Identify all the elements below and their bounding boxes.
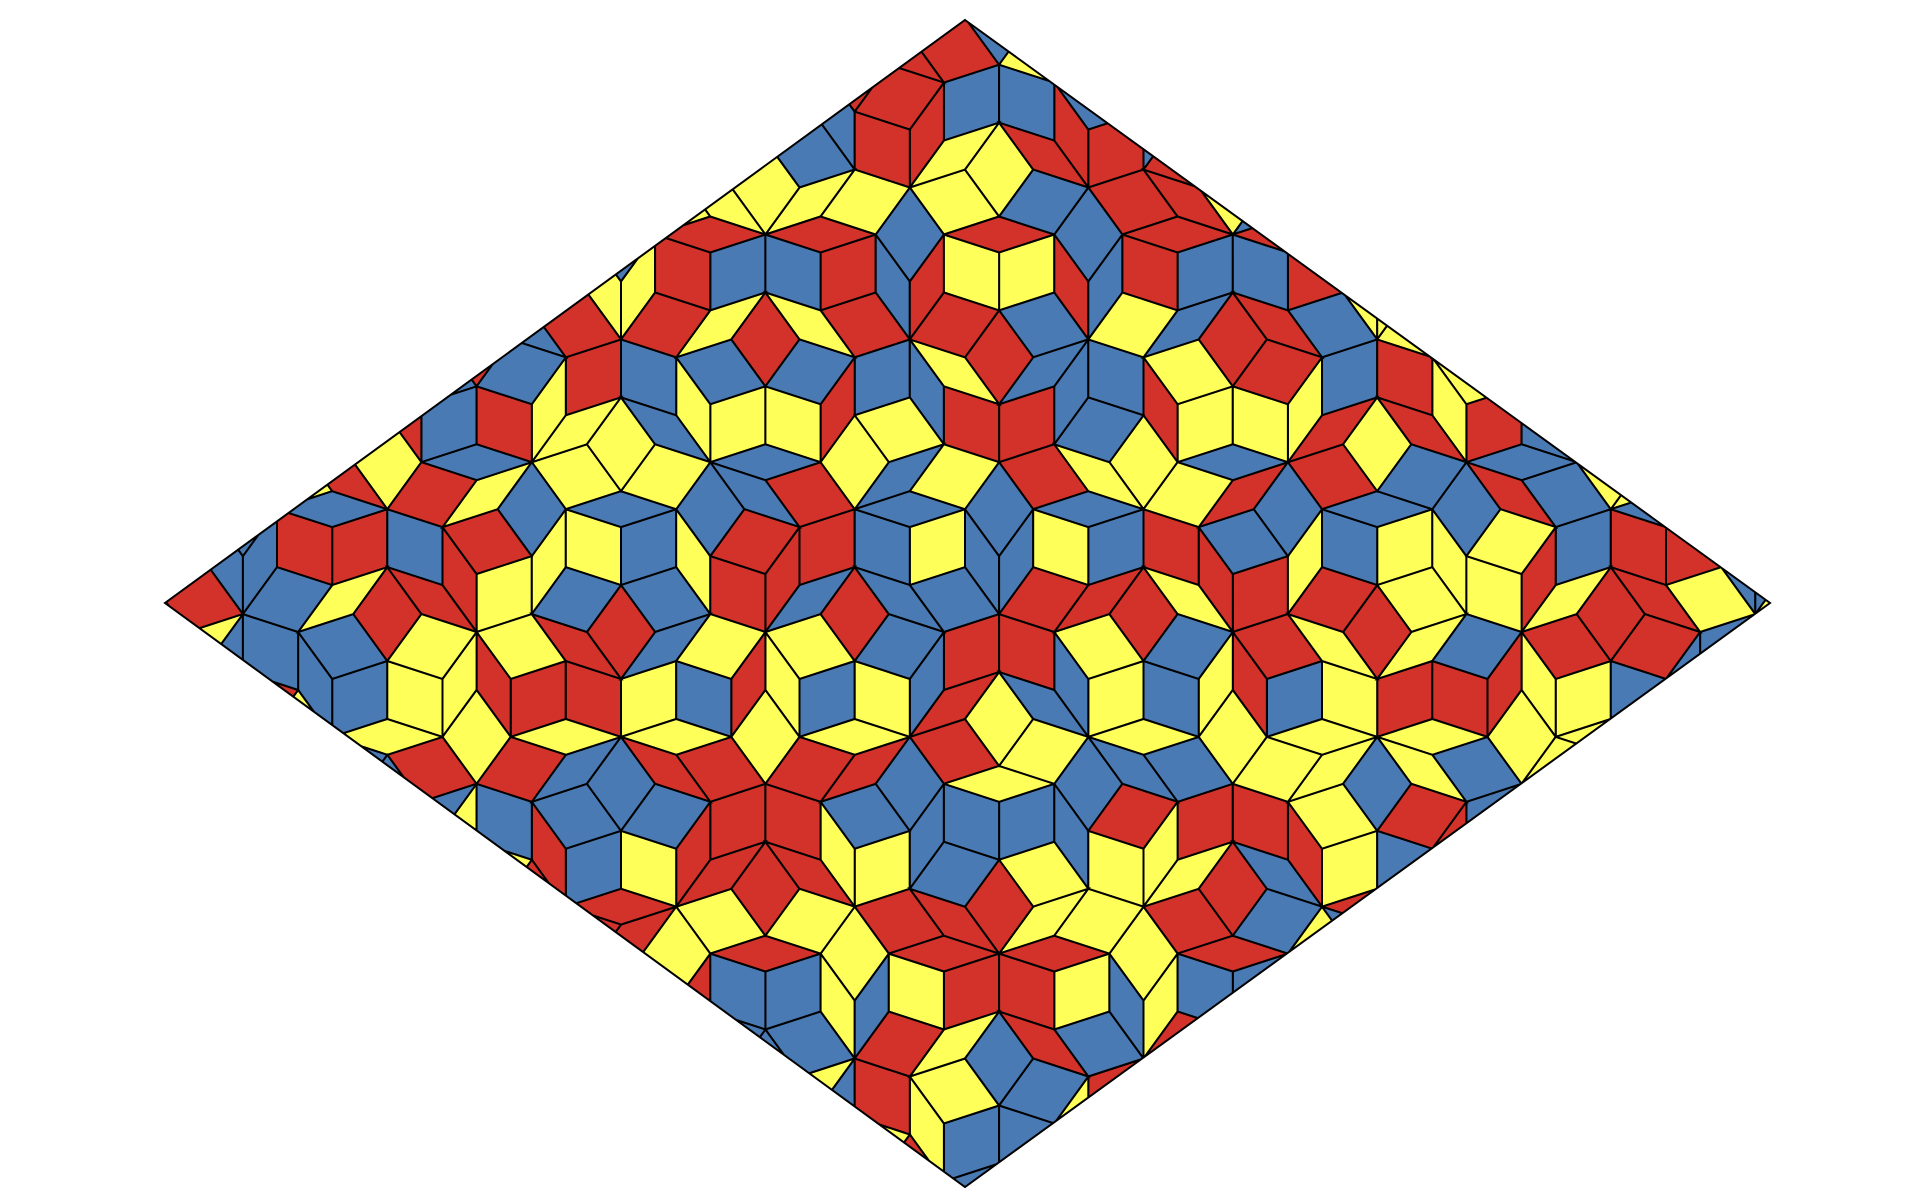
- rhombus-tile: [1140, 1056, 1236, 1126]
- rhombus-tile: [619, 782, 712, 850]
- rhombus-tile: [1052, 887, 1146, 955]
- rhombus-tile: [997, 717, 1090, 785]
- rhombus-tile: [1754, 611, 1770, 723]
- rhombus-tile: [1464, 508, 1558, 576]
- rhombus-tile: [165, 507, 210, 587]
- rhombus-tile: [908, 443, 1001, 511]
- rhombus-tile: [241, 566, 334, 634]
- rhombus-tile: [708, 508, 802, 576]
- rhombus-tile: [763, 887, 857, 955]
- rhombus-tile: [1430, 612, 1524, 681]
- rhombus-tile: [997, 168, 1090, 236]
- rhombus-tile: [997, 1057, 1090, 1125]
- rhombus-tile: [1754, 506, 1770, 618]
- rhombus-tile: [1286, 566, 1379, 634]
- rhombus-tile: [619, 291, 712, 359]
- rhombus-tiles: [64, 0, 1770, 1187]
- rhombus-tile: [1231, 735, 1324, 803]
- rhombus-tile: [908, 840, 1001, 908]
- rhombus-tile: [1753, 566, 1770, 634]
- rhombus-tile: [1231, 887, 1324, 955]
- rhombus-tile: [763, 735, 857, 803]
- rhombus-tile: [1086, 291, 1180, 359]
- rhombus-tile: [997, 566, 1090, 634]
- rhombus-tile: [910, 0, 965, 18]
- rhombus-tile: [1752, 612, 1770, 681]
- rhombus-tile: [1376, 231, 1413, 343]
- rhombus-tile: [1575, 354, 1612, 466]
- rhombus-tile: [474, 735, 568, 803]
- rhombus-tile: [764, 63, 822, 142]
- rhombus-tile: [853, 612, 946, 681]
- rhombus-tile: [1375, 782, 1469, 850]
- rhombus-tile: [385, 612, 479, 681]
- rhombus-tile: [1231, 338, 1324, 406]
- rhombus-tile: [818, 168, 912, 236]
- rhombus-tile: [64, 567, 153, 632]
- rhombus-tile: [1375, 443, 1469, 511]
- rhombus-tile: [619, 443, 712, 511]
- rhombus-tile: [853, 1010, 946, 1078]
- rhombus-tile: [1518, 781, 1614, 851]
- rhombus-tile: [851, 20, 969, 37]
- outer-rhombus-outline: [163, 18, 1772, 1189]
- rhombus-tile: [1051, 20, 1147, 85]
- rhombus-tile: [530, 566, 623, 634]
- rhombus-tile: [1429, 290, 1525, 360]
- rhombus-tile: [1286, 950, 1323, 1062]
- rhombus-tile: [1052, 396, 1146, 464]
- rhombus-tile: [908, 1180, 1001, 1187]
- rhombus-tile: [1141, 461, 1235, 529]
- rhombus-tile: [1086, 782, 1180, 850]
- rhombus-tile: [964, 20, 1001, 21]
- rhombus-tile: [385, 461, 479, 529]
- rhombus-tile: [1319, 904, 1414, 974]
- rhombus-tile: [496, 460, 568, 558]
- rhombus-tile: [763, 338, 857, 406]
- rhombus-tile: [1142, 1055, 1179, 1167]
- rhombus-tile: [819, 413, 891, 511]
- rhombus-tile: [908, 291, 1001, 359]
- rhombus-tile: [530, 233, 588, 312]
- rhombus-tile: [874, 735, 946, 833]
- rhombus-tile: [1609, 612, 1702, 681]
- rhombus-tile: [1141, 612, 1235, 681]
- rhombus-tile: [1520, 780, 1557, 892]
- rhombus-tile: [1608, 442, 1703, 512]
- rhombus-tile: [1252, 460, 1324, 558]
- rhombus-tile: [674, 612, 768, 681]
